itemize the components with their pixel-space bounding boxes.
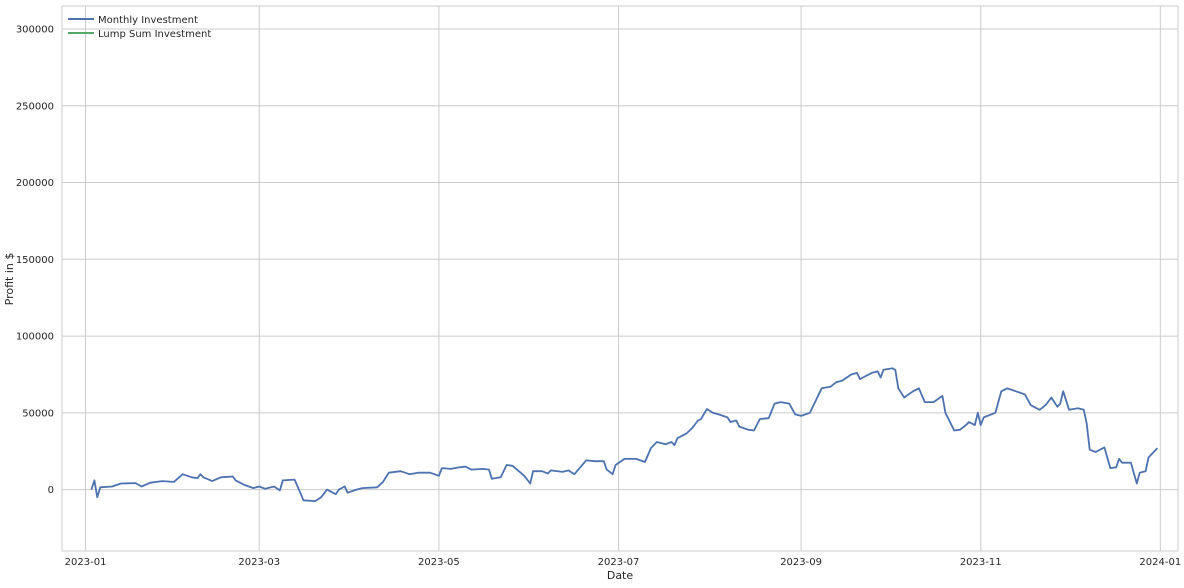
x-tick-label: 2023-07	[598, 557, 640, 568]
legend-label-monthly: Monthly Investment	[98, 15, 198, 26]
y-tick-label: 100000	[16, 332, 54, 343]
x-axis-label: Date	[607, 569, 634, 582]
x-tick-label: 2023-03	[238, 557, 280, 568]
x-tick-label: 2023-05	[418, 557, 460, 568]
y-tick-label: 150000	[16, 255, 54, 266]
y-tick-label: 300000	[16, 25, 54, 36]
x-tick-label: 2023-09	[780, 557, 822, 568]
plot-area	[61, 5, 1179, 552]
x-tick-label: 2023-01	[65, 557, 107, 568]
legend-label-lumpsum: Lump Sum Investment	[98, 29, 211, 40]
y-tick-label: 200000	[16, 178, 54, 189]
x-tick-label: 2024-01	[1139, 557, 1181, 568]
x-tick-labels: 2023-01 2023-03 2023-05 2023-07 2023-09 2023-…	[65, 557, 1182, 568]
y-tick-label: 250000	[16, 101, 54, 112]
x-tick-label: 2023-11	[960, 557, 1002, 568]
y-tick-label: 0	[48, 485, 54, 496]
series-line-monthly-investment	[90, 367, 1159, 502]
series-lines	[90, 367, 1159, 502]
legend: Monthly Investment Lump Sum Investment	[68, 15, 211, 40]
y-tick-labels: 0 50000 100000 150000 200000 250000 300000	[16, 25, 54, 497]
y-axis-label: Profit in $	[3, 253, 16, 306]
y-tick-label: 50000	[22, 408, 54, 419]
grid-lines	[62, 6, 1178, 551]
